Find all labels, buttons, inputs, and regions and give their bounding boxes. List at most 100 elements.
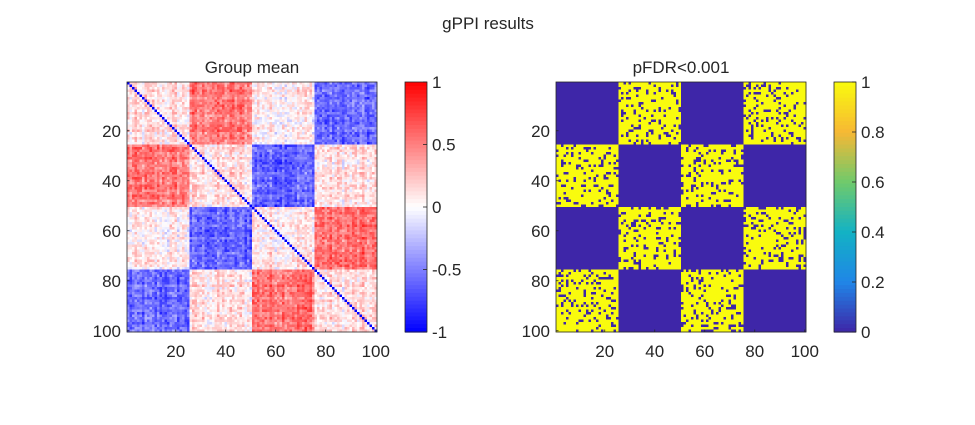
heatmap-cell — [212, 182, 215, 185]
heatmap-cell — [310, 187, 313, 190]
heatmap-cell — [222, 135, 225, 138]
heatmap-cell — [302, 170, 305, 173]
heatmap-cell — [275, 120, 278, 123]
heatmap-cell — [345, 90, 348, 93]
heatmap-cell — [302, 122, 305, 125]
heatmap-cell — [170, 172, 173, 175]
heatmap-cell — [197, 160, 200, 163]
heatmap-cell — [322, 155, 325, 158]
heatmap-cell — [367, 152, 370, 155]
heatmap-cell — [162, 162, 165, 165]
heatmap-cell — [167, 110, 170, 113]
heatmap-cell — [182, 132, 185, 135]
heatmap-cell — [207, 137, 210, 140]
heatmap-cell — [182, 185, 185, 188]
heatmap-cell — [285, 105, 288, 108]
heatmap-cell — [327, 147, 330, 150]
heatmap-cell — [175, 115, 178, 118]
heatmap-cell — [322, 195, 325, 198]
heatmap-cell — [260, 135, 263, 138]
heatmap-cell — [167, 150, 170, 153]
heatmap-cell — [332, 132, 335, 135]
heatmap-cell — [202, 187, 205, 190]
heatmap-cell — [257, 170, 260, 173]
heatmap-cell — [307, 97, 310, 100]
heatmap-cell — [182, 150, 185, 153]
heatmap-cell — [337, 157, 340, 160]
heatmap-cell — [192, 115, 195, 118]
heatmap-cell — [315, 130, 318, 133]
heatmap-cell — [137, 160, 140, 163]
heatmap-cell — [160, 132, 163, 135]
heatmap-cell — [230, 177, 233, 180]
heatmap-cell — [345, 137, 348, 140]
heatmap-cell — [350, 82, 353, 85]
heatmap-cell — [207, 175, 210, 178]
heatmap-cell — [242, 175, 245, 178]
heatmap-cell — [240, 160, 243, 163]
heatmap-cell — [372, 172, 375, 175]
heatmap-cell — [310, 135, 313, 138]
heatmap-cell — [205, 132, 208, 135]
heatmap-cell — [225, 180, 228, 183]
heatmap-cell — [332, 170, 335, 173]
heatmap-cell — [230, 112, 233, 115]
heatmap-cell — [237, 195, 240, 198]
heatmap-cell — [200, 175, 203, 178]
heatmap-cell — [327, 160, 330, 163]
heatmap-cell — [302, 92, 305, 95]
heatmap-cell — [267, 130, 270, 133]
heatmap-cell — [187, 202, 190, 205]
heatmap-cell — [155, 142, 158, 145]
heatmap-cell — [157, 170, 160, 173]
heatmap-cell — [302, 155, 305, 158]
heatmap-cell — [297, 90, 300, 93]
heatmap-cell — [150, 147, 153, 150]
heatmap-cell — [357, 115, 360, 118]
heatmap-cell — [327, 105, 330, 108]
heatmap-cell — [352, 202, 355, 205]
heatmap-cell — [262, 170, 265, 173]
heatmap-cell — [130, 102, 133, 105]
heatmap-cell — [317, 117, 320, 120]
heatmap-cell — [260, 100, 263, 103]
heatmap-cell — [225, 200, 228, 203]
heatmap-cell — [135, 162, 138, 165]
heatmap-cell — [362, 172, 365, 175]
heatmap-cell — [350, 140, 353, 143]
heatmap-cell — [130, 162, 133, 165]
heatmap-cell — [247, 185, 250, 188]
heatmap-cell — [210, 125, 213, 128]
heatmap-cell — [327, 102, 330, 105]
heatmap-cell — [270, 155, 273, 158]
heatmap-cell — [317, 177, 320, 180]
heatmap-cell — [147, 162, 150, 165]
heatmap-cell — [215, 90, 218, 93]
heatmap-cell — [342, 87, 345, 90]
heatmap-cell — [262, 102, 265, 105]
heatmap-cell — [282, 135, 285, 138]
heatmap-cell — [175, 155, 178, 158]
heatmap-cell — [132, 197, 135, 200]
heatmap-cell — [242, 172, 245, 175]
heatmap-cell — [265, 152, 268, 155]
heatmap-cell — [322, 85, 325, 88]
heatmap-cell — [325, 177, 328, 180]
heatmap-cell — [162, 145, 165, 148]
heatmap-cell — [222, 187, 225, 190]
heatmap-cell — [202, 190, 205, 193]
heatmap-cell — [265, 87, 268, 90]
heatmap-cell — [165, 147, 168, 150]
heatmap-cell — [260, 197, 263, 200]
heatmap-cell — [325, 140, 328, 143]
heatmap-cell — [302, 200, 305, 203]
heatmap-cell — [275, 180, 278, 183]
heatmap-cell — [182, 167, 185, 170]
heatmap-cell — [272, 102, 275, 105]
heatmap-cell — [265, 170, 268, 173]
heatmap-cell — [245, 100, 248, 103]
heatmap-cell — [150, 107, 153, 110]
heatmap-cell — [370, 152, 373, 155]
heatmap-cell — [160, 87, 163, 90]
heatmap-cell — [257, 122, 260, 125]
